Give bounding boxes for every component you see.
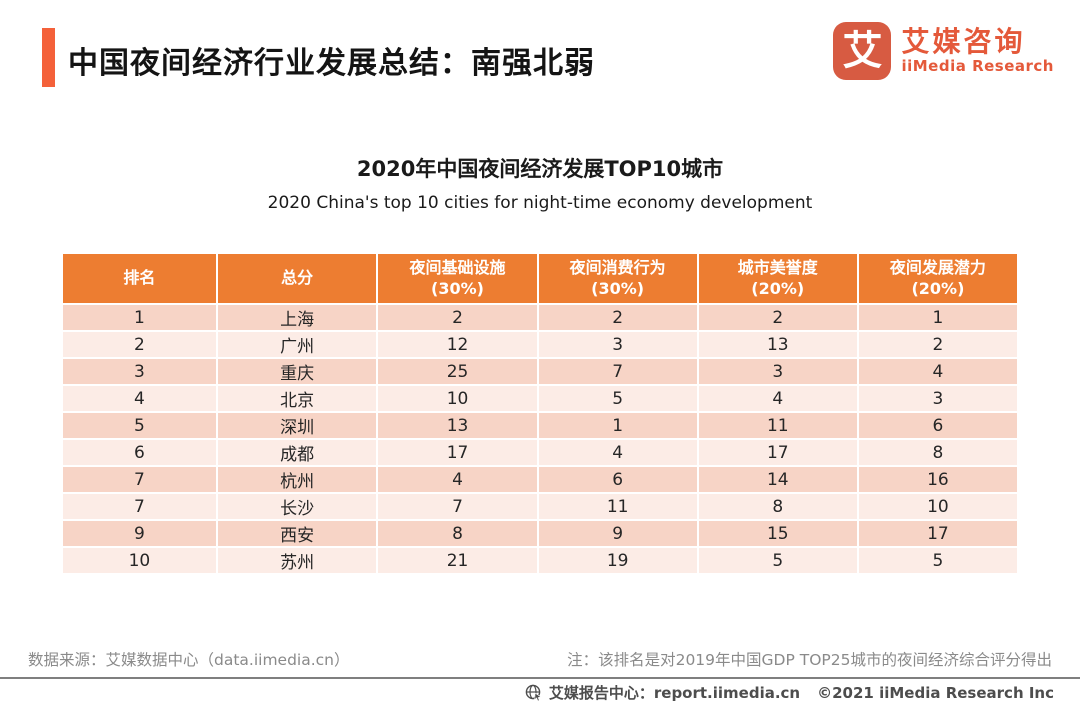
table-cell: 广州: [216, 331, 378, 358]
table-cell: 2: [857, 331, 1018, 358]
table-row: 1 上海 2 2 2 1: [62, 304, 1018, 331]
table-cell: 6: [537, 466, 698, 493]
table-cell: 17: [857, 520, 1018, 547]
table-cell: 北京: [216, 385, 378, 412]
chart-subtitle: 2020 China's top 10 cities for night-tim…: [267, 193, 813, 213]
table-cell: 西安: [216, 520, 378, 547]
table-cell: 17: [697, 439, 858, 466]
ranking-method-note: 注：该排名是对2019年中国GDP TOP25城市的夜间经济综合评分得出: [567, 651, 1052, 669]
table-cell: 3: [857, 385, 1018, 412]
table-cell: 3: [62, 358, 217, 385]
table-cell: 2: [537, 304, 698, 331]
table-row: 10 苏州 21 19 5 5: [62, 547, 1018, 574]
column-header-2: 夜间基础设施 (30%): [377, 253, 538, 304]
column-header-0: 排名: [62, 253, 217, 304]
table-cell: 4: [377, 466, 538, 493]
table-row: 3 重庆 25 7 3 4: [62, 358, 1018, 385]
table-cell: 1: [857, 304, 1018, 331]
table-cell: 15: [697, 520, 858, 547]
column-header-3: 夜间消费行为 (30%): [537, 253, 698, 304]
table-cell: 3: [697, 358, 858, 385]
table-cell: 10: [857, 493, 1018, 520]
table-cell: 13: [697, 331, 858, 358]
table-row: 4 北京 10 5 4 3: [62, 385, 1018, 412]
column-header-4: 城市美誉度 (20%): [697, 253, 858, 304]
table-row: 9 西安 8 9 15 17: [62, 520, 1018, 547]
table-cell: 16: [857, 466, 1018, 493]
table-cell: 杭州: [216, 466, 378, 493]
table-cell: 9: [537, 520, 698, 547]
bottom-divider: [0, 677, 1080, 679]
table-cell: 11: [697, 412, 858, 439]
iimedia-logo-icon: 艾: [833, 22, 892, 80]
table-cell: 4: [62, 385, 217, 412]
table-cell: 13: [377, 412, 538, 439]
table-cell: 10: [377, 385, 538, 412]
table-row: 6 成都 17 4 17 8: [62, 439, 1018, 466]
ranking-table-wrap: 排名 总分 夜间基础设施 (30%) 夜间消费行为 (30%) 城市美誉度 (20%) 夜间发展…: [62, 253, 1018, 574]
table-cell: 4: [537, 439, 698, 466]
table-cell: 3: [537, 331, 698, 358]
table-header: 排名 总分 夜间基础设施 (30%) 夜间消费行为 (30%) 城市美誉度 (20%) 夜间发展…: [62, 253, 1018, 304]
table-cell: 成都: [216, 439, 378, 466]
table-cell: 7: [537, 358, 698, 385]
globe-cursor-icon: [525, 684, 542, 701]
logo-name-cn: 艾媒咨询: [901, 24, 1026, 58]
table-cell: 12: [377, 331, 538, 358]
table-cell: 重庆: [216, 358, 378, 385]
table-cell: 5: [62, 412, 217, 439]
table-cell: 8: [697, 493, 858, 520]
table-cell: 8: [377, 520, 538, 547]
footnotes: 数据来源：艾媒数据中心（data.iimedia.cn） 注：该排名是对2019…: [0, 648, 1080, 670]
brand-logo: 艾 艾媒咨询 iiMedia Research: [833, 22, 1054, 80]
table-cell: 9: [62, 520, 217, 547]
copyright-text: ©2021 iiMedia Research Inc: [817, 683, 1054, 702]
table-cell: 10: [62, 547, 217, 574]
table-cell: 5: [697, 547, 858, 574]
ranking-table: 排名 总分 夜间基础设施 (30%) 夜间消费行为 (30%) 城市美誉度 (20%) 夜间发展…: [62, 253, 1018, 574]
table-cell: 11: [537, 493, 698, 520]
table-cell: 2: [377, 304, 538, 331]
data-source-note: 数据来源：艾媒数据中心（data.iimedia.cn）: [28, 651, 350, 669]
table-cell: 1: [537, 412, 698, 439]
logo-name-en: iiMedia Research: [901, 57, 1054, 76]
table-cell: 4: [857, 358, 1018, 385]
table-cell: 上海: [216, 304, 378, 331]
table-row: 7 杭州 4 6 14 16: [62, 466, 1018, 493]
table-cell: 5: [537, 385, 698, 412]
chart-title: 2020年中国夜间经济发展TOP10城市: [356, 157, 724, 181]
table-cell: 7: [62, 466, 217, 493]
table-cell: 19: [537, 547, 698, 574]
table-cell: 25: [377, 358, 538, 385]
report-center-text: 艾媒报告中心：report.iimedia.cn: [548, 684, 801, 702]
bottom-bar: 艾媒报告中心：report.iimedia.cn ©2021 iiMedia R…: [525, 682, 1054, 703]
table-cell: 7: [377, 493, 538, 520]
table-row: 7 长沙 7 11 8 10: [62, 493, 1018, 520]
logo-text: 艾媒咨询 iiMedia Research: [901, 24, 1054, 76]
column-header-5: 夜间发展潜力 (20%): [857, 253, 1018, 304]
table-cell: 14: [697, 466, 858, 493]
table-cell: 苏州: [216, 547, 378, 574]
table-cell: 6: [857, 412, 1018, 439]
table-row: 5 深圳 13 1 11 6: [62, 412, 1018, 439]
table-cell: 7: [62, 493, 217, 520]
table-cell: 2: [62, 331, 217, 358]
table-cell: 2: [697, 304, 858, 331]
table-body: 1 上海 2 2 2 1 2 广州 12 3 13 2 3 重庆 25 7 3 4 4 北京 10 5 4 3 5 深圳 13 1 11…: [62, 304, 1018, 574]
table-cell: 长沙: [216, 493, 378, 520]
table-cell: 5: [857, 547, 1018, 574]
table-cell: 4: [697, 385, 858, 412]
table-cell: 深圳: [216, 412, 378, 439]
table-cell: 1: [62, 304, 217, 331]
title-accent-bar: [42, 28, 55, 87]
table-cell: 21: [377, 547, 538, 574]
table-row: 2 广州 12 3 13 2: [62, 331, 1018, 358]
page-title: 中国夜间经济行业发展总结：南强北弱: [68, 46, 595, 81]
table-cell: 8: [857, 439, 1018, 466]
table-cell: 6: [62, 439, 217, 466]
table-cell: 17: [377, 439, 538, 466]
column-header-1: 总分: [216, 253, 378, 304]
